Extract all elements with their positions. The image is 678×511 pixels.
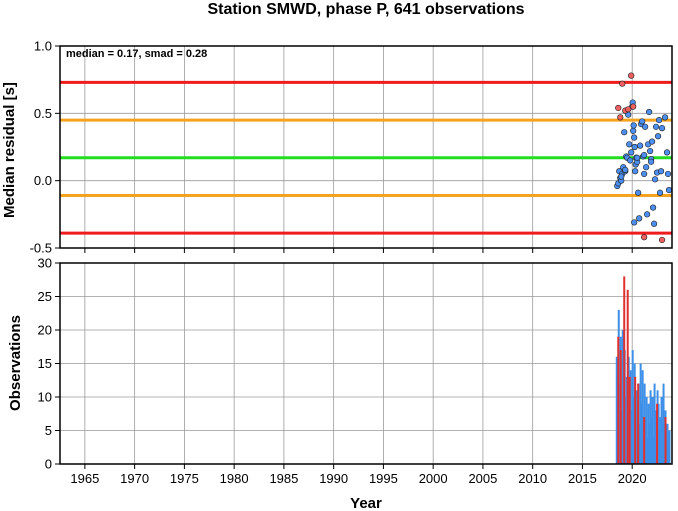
data-point [664,170,672,178]
data-point [661,114,669,121]
bar [651,397,654,464]
y-axis-label-residual: Median residual [s] [1,82,18,218]
y-axis-label-observations: Observations [7,315,24,411]
bar [626,289,629,464]
data-point [648,138,656,145]
chart-title: Station SMWD, phase P, 641 observations [207,1,524,18]
residual-panel: -0.5 0.0 0.5 1.0 [30,39,673,256]
data-point [650,220,658,227]
data-point [648,158,655,165]
x-tick-label: 2005 [468,471,497,486]
data-point [628,149,635,156]
y-tick-label: 15 [38,356,52,371]
data-point [617,114,624,121]
y-tick-label: 1.0 [34,39,52,54]
x-tick-label: 2000 [419,471,448,486]
x-tick-label: 1985 [269,471,298,486]
y-tick-label: 20 [38,323,52,338]
plot-frame [59,45,673,249]
y-tick-label: 0.5 [34,106,52,121]
bar [617,336,620,464]
data-point [649,204,657,211]
data-point [647,147,654,155]
data-point [658,236,666,244]
y-tick-label: 10 [38,390,52,405]
y-tick-label: 30 [38,256,52,271]
data-point [641,234,648,241]
x-tick-label: 1965 [70,471,99,486]
data-point [646,108,653,116]
data-point [651,176,659,183]
bar [643,417,646,464]
data-point [630,103,637,110]
data-point [642,123,649,130]
data-point [627,157,634,164]
bar [637,383,640,464]
data-point [652,123,660,130]
x-tick-label: 1970 [120,471,149,486]
data-point [635,189,642,196]
data-point [654,133,662,140]
bar [641,370,644,464]
x-tick-label: 1975 [170,471,199,486]
data-point [630,122,637,129]
data-point [644,211,651,218]
data-point [656,189,664,196]
data-point [621,129,628,136]
data-point [618,173,625,180]
x-tick-label: 2020 [618,471,647,486]
data-point [641,151,648,159]
y-tick-label: -0.5 [30,241,52,256]
x-tick-label: 2015 [568,471,597,486]
data-point [631,219,638,226]
data-point [641,170,648,178]
data-point [655,116,663,124]
data-point [663,149,671,156]
data-point [625,106,632,113]
data-point [657,168,665,175]
plot-frame [59,262,673,465]
data-point [658,125,666,132]
bar [656,403,659,464]
bar [662,383,665,464]
data-point [615,104,622,112]
y-tick-label: 25 [38,289,52,304]
y-tick-label: 5 [45,423,52,438]
bar [634,376,637,464]
data-point [637,142,644,149]
data-point [622,166,629,173]
bar [628,376,631,464]
x-tick-label: 1980 [220,471,249,486]
data-point [632,168,639,175]
data-point [634,154,641,161]
y-tick-label: 0 [45,457,52,472]
x-tick-label: 1995 [369,471,398,486]
data-point [643,164,650,171]
observations-panel: 1965 1970 1975 1980 1985 1990 1995 2000 2005 2010… [38,256,673,486]
bar [645,397,648,464]
data-point [630,127,637,134]
bar [668,430,671,464]
data-point [631,134,638,141]
data-point [628,72,635,79]
data-point [639,118,646,125]
x-axis-label: Year [350,495,382,511]
data-point [665,186,673,194]
bar [623,276,626,464]
data-point [626,141,633,148]
data-point [631,143,638,151]
y-tick-label: 0.0 [34,173,52,188]
x-tick-label: 1990 [319,471,348,486]
bar [619,350,622,464]
data-point [636,215,643,222]
stats-annotation: median = 0.17, smad = 0.28 [66,48,207,60]
x-tick-label: 2010 [518,471,547,486]
bar [664,417,667,464]
data-point [619,80,626,87]
